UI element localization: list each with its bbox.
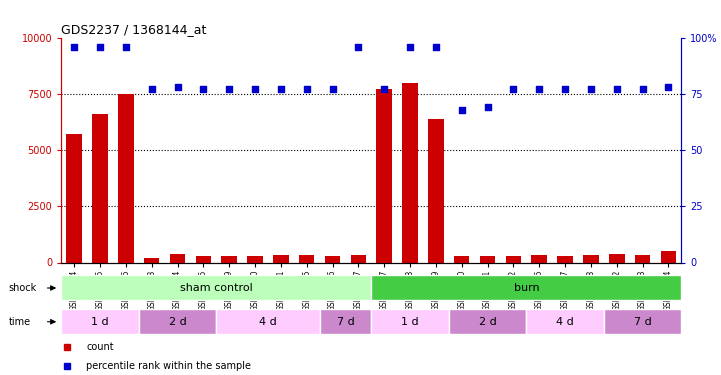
Point bbox=[198, 86, 209, 92]
Bar bbox=[92, 114, 108, 262]
Bar bbox=[66, 134, 82, 262]
Bar bbox=[583, 255, 598, 262]
Point bbox=[585, 86, 597, 92]
Text: burn: burn bbox=[513, 283, 539, 293]
Point bbox=[327, 86, 338, 92]
Point bbox=[559, 86, 571, 92]
Text: count: count bbox=[86, 342, 114, 352]
Point bbox=[611, 86, 622, 92]
Bar bbox=[144, 258, 159, 262]
Bar bbox=[609, 254, 624, 262]
Point bbox=[224, 86, 235, 92]
Text: sham control: sham control bbox=[180, 283, 252, 293]
Text: 4 d: 4 d bbox=[259, 316, 277, 327]
Bar bbox=[402, 82, 417, 262]
Text: 7 d: 7 d bbox=[337, 316, 354, 327]
Bar bbox=[324, 256, 340, 262]
Text: GDS2237 / 1368144_at: GDS2237 / 1368144_at bbox=[61, 23, 207, 36]
Bar bbox=[371, 309, 448, 334]
Point bbox=[508, 86, 519, 92]
Point bbox=[430, 44, 442, 50]
Text: time: time bbox=[9, 317, 31, 327]
Bar bbox=[660, 251, 676, 262]
Bar bbox=[557, 256, 572, 262]
Bar bbox=[603, 309, 681, 334]
Bar bbox=[247, 256, 262, 262]
Point bbox=[534, 86, 545, 92]
Bar bbox=[526, 309, 603, 334]
Bar bbox=[454, 256, 469, 262]
Point bbox=[146, 86, 157, 92]
Point bbox=[379, 86, 390, 92]
Bar bbox=[170, 254, 185, 262]
Bar bbox=[371, 275, 681, 300]
Point bbox=[172, 84, 183, 90]
Text: 2 d: 2 d bbox=[479, 316, 497, 327]
Text: percentile rank within the sample: percentile rank within the sample bbox=[86, 361, 251, 370]
Point bbox=[482, 104, 493, 110]
Bar bbox=[118, 94, 133, 262]
Point bbox=[301, 86, 312, 92]
Bar bbox=[350, 255, 366, 262]
Bar bbox=[216, 309, 319, 334]
Bar bbox=[195, 256, 211, 262]
Text: 2 d: 2 d bbox=[169, 316, 187, 327]
Bar bbox=[273, 255, 288, 262]
Bar bbox=[448, 309, 526, 334]
Point bbox=[456, 106, 467, 112]
Point bbox=[120, 44, 132, 50]
Bar bbox=[61, 275, 371, 300]
Bar bbox=[505, 256, 521, 262]
Bar bbox=[61, 309, 138, 334]
Point bbox=[353, 44, 364, 50]
Text: 1 d: 1 d bbox=[92, 316, 109, 327]
Text: 1 d: 1 d bbox=[402, 316, 419, 327]
Point bbox=[637, 86, 648, 92]
Point bbox=[275, 86, 287, 92]
Bar bbox=[428, 118, 443, 262]
Bar bbox=[299, 255, 314, 262]
Point bbox=[68, 44, 80, 50]
Bar bbox=[221, 256, 237, 262]
Point bbox=[94, 44, 106, 50]
Bar bbox=[138, 309, 216, 334]
Point bbox=[663, 84, 674, 90]
Bar bbox=[479, 256, 495, 262]
Bar bbox=[531, 255, 547, 262]
Text: 4 d: 4 d bbox=[556, 316, 574, 327]
Point bbox=[404, 44, 416, 50]
Text: shock: shock bbox=[9, 283, 37, 293]
Bar bbox=[634, 255, 650, 262]
Bar bbox=[376, 89, 392, 262]
Text: 7 d: 7 d bbox=[634, 316, 652, 327]
Point bbox=[249, 86, 261, 92]
Bar bbox=[319, 309, 371, 334]
